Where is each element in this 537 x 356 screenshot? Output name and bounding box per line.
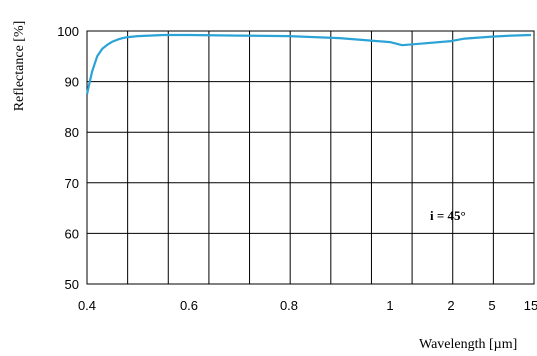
x-tick-label: 0.6 (180, 298, 198, 313)
reflectance-series-line (85, 33, 532, 95)
y-tick-label: 70 (65, 176, 79, 191)
x-tick-label: 0.8 (280, 298, 298, 313)
horizontal-gridlines (87, 81, 534, 234)
y-tick-label: 90 (65, 75, 79, 90)
y-tick-label: 60 (65, 226, 79, 241)
angle-annotation: i = 45° (430, 208, 466, 223)
y-tick-labels: 50 60 70 80 90 100 (57, 24, 79, 292)
x-tick-label: 5 (488, 298, 495, 313)
vertical-gridlines (127, 31, 494, 284)
y-tick-label: 80 (65, 125, 79, 140)
x-axis-label: Wavelength [µm] (419, 337, 517, 352)
x-tick-labels: 0.4 0.6 0.8 1 2 5 15 (78, 298, 537, 313)
y-tick-label: 50 (65, 277, 79, 292)
x-tick-label: 2 (447, 298, 454, 313)
y-axis-label: Reflectance [%] (12, 21, 27, 112)
y-tick-label: 100 (57, 24, 79, 39)
x-tick-label: 1 (386, 298, 393, 313)
x-tick-label: 15 (524, 298, 537, 313)
x-tick-label: 0.4 (78, 298, 96, 313)
plot-frame (86, 30, 535, 285)
